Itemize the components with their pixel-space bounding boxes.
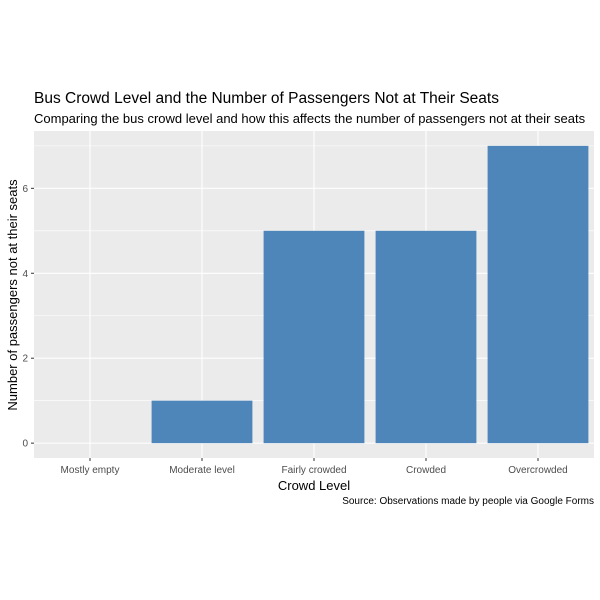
chart-title: Bus Crowd Level and the Number of Passen… bbox=[34, 90, 499, 107]
bar-overcrowded bbox=[487, 145, 589, 444]
bar-fairly-crowded bbox=[263, 230, 365, 444]
chart-caption: Source: Observations made by people via … bbox=[342, 496, 594, 507]
y-tick-label: 4 bbox=[22, 269, 28, 280]
x-axis-ticks: Mostly empty Moderate level Fairly crowded… bbox=[61, 458, 568, 476]
x-tick-label: Moderate level bbox=[169, 465, 235, 476]
bars bbox=[151, 145, 589, 444]
y-tick-label: 0 bbox=[22, 439, 28, 450]
chart-subtitle: Comparing the bus crowd level and how th… bbox=[34, 111, 586, 126]
bar-crowded bbox=[375, 230, 477, 444]
x-axis-title: Crowd Level bbox=[278, 478, 350, 493]
bar-moderate-level bbox=[151, 400, 253, 444]
x-tick-label: Mostly empty bbox=[61, 465, 120, 476]
y-tick-label: 6 bbox=[22, 184, 28, 195]
y-axis-ticks: 0 2 4 6 bbox=[22, 184, 34, 450]
y-axis-title: Number of passengers not at their seats bbox=[5, 179, 20, 411]
y-tick-label: 2 bbox=[22, 354, 28, 365]
x-tick-label: Overcrowded bbox=[508, 465, 567, 476]
x-tick-label: Fairly crowded bbox=[281, 465, 346, 476]
x-tick-label: Crowded bbox=[406, 465, 446, 476]
